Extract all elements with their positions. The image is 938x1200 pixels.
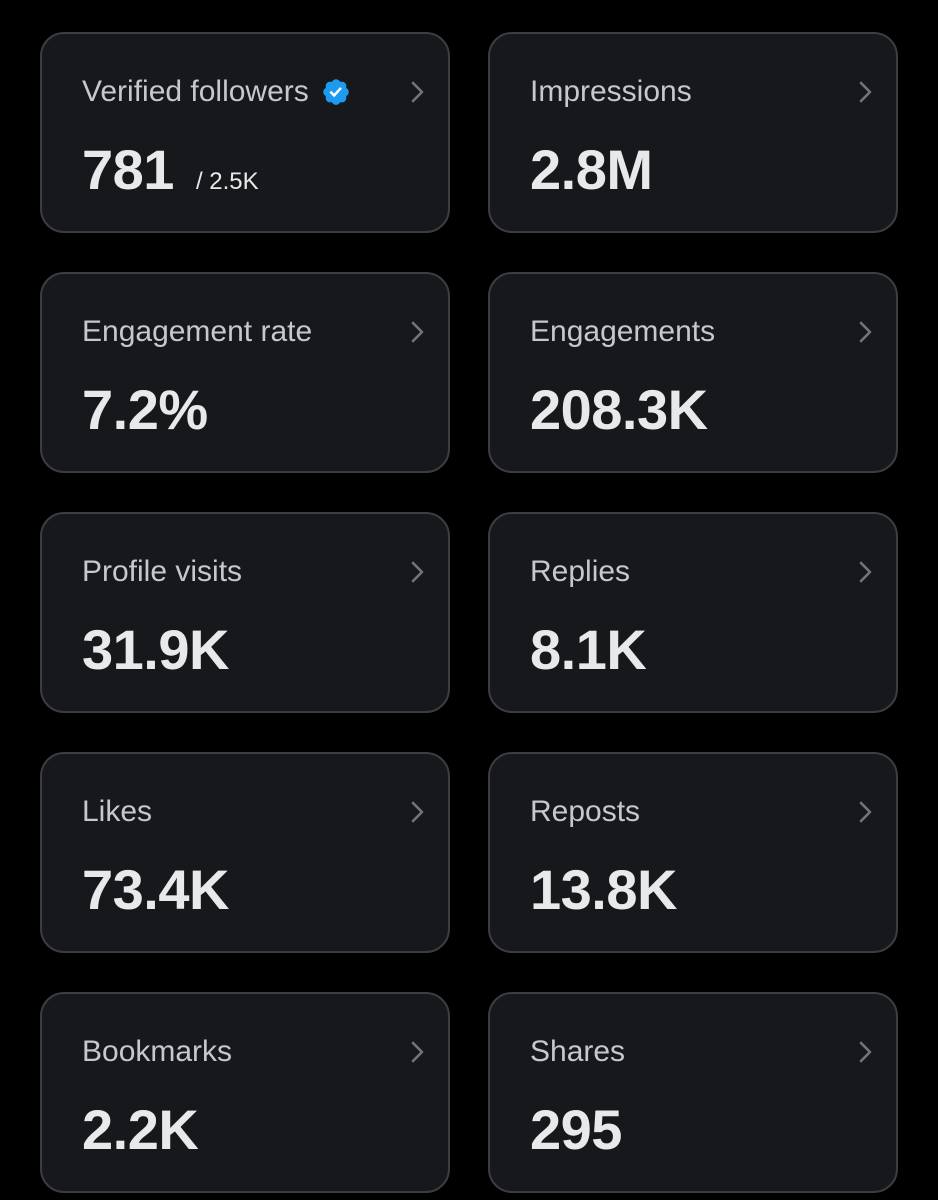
metric-value-row: 31.9K <box>82 618 229 682</box>
metric-card-bookmarks[interactable]: Bookmarks 2.2K <box>40 992 450 1193</box>
metric-value: 781 <box>82 138 174 201</box>
metric-card-engagement-rate[interactable]: Engagement rate 7.2% <box>40 272 450 473</box>
analytics-metrics-grid: Verified followers 781 / 2.5K Impression… <box>40 32 898 1193</box>
metric-value: 13.8K <box>530 858 677 921</box>
metric-card-likes[interactable]: Likes 73.4K <box>40 752 450 953</box>
chevron-right-icon <box>859 1041 872 1063</box>
metric-value: 7.2% <box>82 378 208 441</box>
metric-value-row: 73.4K <box>82 858 229 922</box>
metric-card-engagements[interactable]: Engagements 208.3K <box>488 272 898 473</box>
metric-value-row: 295 <box>530 1098 622 1162</box>
metric-value: 2.8M <box>530 138 653 201</box>
chevron-right-icon <box>859 801 872 823</box>
chevron-right-icon <box>859 321 872 343</box>
metric-card-profile-visits[interactable]: Profile visits 31.9K <box>40 512 450 713</box>
metric-title: Reposts <box>530 795 641 828</box>
metric-title: Engagements <box>530 315 716 348</box>
chevron-right-icon <box>411 561 424 583</box>
metric-title: Replies <box>530 555 631 588</box>
metric-value-row: 7.2% <box>82 378 208 442</box>
metric-value-row: 781 / 2.5K <box>82 138 259 202</box>
verified-badge-icon <box>322 79 349 105</box>
metric-card-reposts[interactable]: Reposts 13.8K <box>488 752 898 953</box>
metric-title-label: Verified followers <box>82 75 309 108</box>
metric-value-row: 2.2K <box>82 1098 199 1162</box>
metric-title: Bookmarks <box>82 1035 233 1068</box>
metric-card-impressions[interactable]: Impressions 2.8M <box>488 32 898 233</box>
metric-value: 208.3K <box>530 378 708 441</box>
metric-value: 31.9K <box>82 618 229 681</box>
metric-value-row: 8.1K <box>530 618 647 682</box>
metric-value-row: 13.8K <box>530 858 677 922</box>
metric-value: 295 <box>530 1098 622 1161</box>
metric-title: Likes <box>82 795 153 828</box>
metric-value-row: 208.3K <box>530 378 708 442</box>
metric-value: 8.1K <box>530 618 647 681</box>
metric-title: Impressions <box>530 75 692 108</box>
chevron-right-icon <box>859 81 872 103</box>
chevron-right-icon <box>411 321 424 343</box>
metric-total: / 2.5K <box>195 168 259 195</box>
chevron-right-icon <box>411 801 424 823</box>
metric-card-shares[interactable]: Shares 295 <box>488 992 898 1193</box>
metric-card-replies[interactable]: Replies 8.1K <box>488 512 898 713</box>
chevron-right-icon <box>411 81 424 103</box>
metric-title: Shares <box>530 1035 626 1068</box>
metric-value: 2.2K <box>82 1098 199 1161</box>
metric-title: Profile visits <box>82 555 243 588</box>
chevron-right-icon <box>411 1041 424 1063</box>
chevron-right-icon <box>859 561 872 583</box>
metric-title: Engagement rate <box>82 315 313 348</box>
metric-card-verified-followers[interactable]: Verified followers 781 / 2.5K <box>40 32 450 233</box>
metric-value-row: 2.8M <box>530 138 653 202</box>
metric-value: 73.4K <box>82 858 229 921</box>
metric-title: Verified followers <box>82 74 351 110</box>
